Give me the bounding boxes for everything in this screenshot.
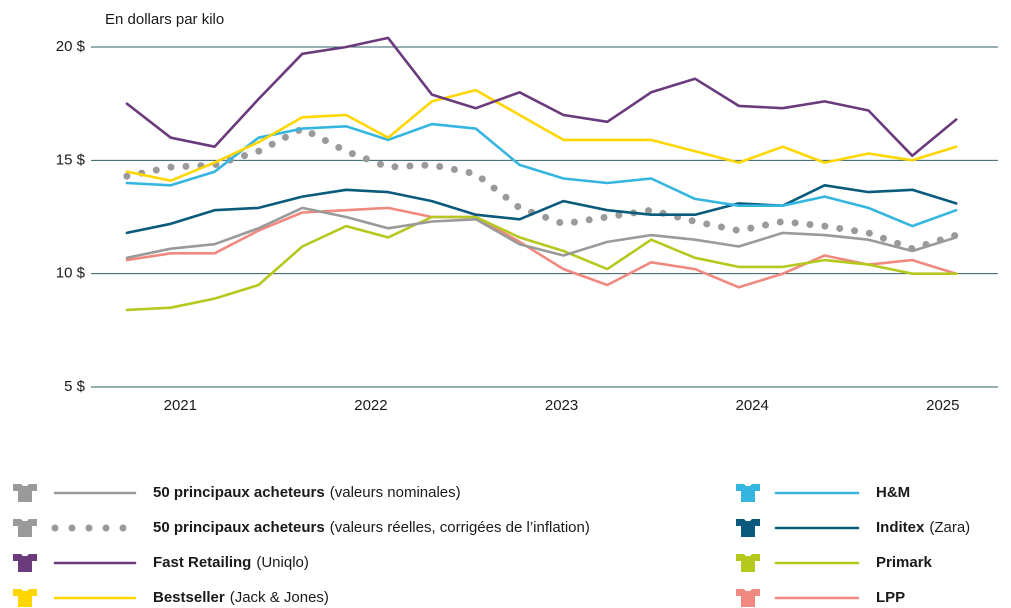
series-line	[125, 206, 958, 289]
legend-entry: H&M	[876, 484, 910, 501]
legend-entry: Inditex (Zara)	[876, 519, 970, 536]
y-tick-label: 10 $	[56, 265, 86, 282]
series-line	[125, 184, 958, 235]
legend-name: Fast Retailing	[153, 554, 251, 571]
legend-icon	[736, 554, 760, 572]
legend-icon	[13, 554, 37, 572]
legend-icon	[13, 484, 37, 502]
legend-icon	[736, 519, 760, 537]
legend-name: 50 principaux acheteurs	[153, 484, 325, 501]
x-tick-label: 2024	[736, 397, 769, 414]
series-line	[125, 36, 958, 158]
legend-name: Inditex	[876, 519, 925, 536]
x-tick-label: 2022	[354, 397, 387, 414]
y-tick-label: 20 $	[56, 38, 86, 55]
series-line	[125, 122, 958, 228]
legend-name: H&M	[876, 484, 910, 501]
legend-note: (valeurs nominales)	[330, 484, 461, 501]
y-axis-label: En dollars par kilo	[105, 11, 224, 28]
x-tick-label: 2023	[545, 397, 578, 414]
legend-note: (Zara)	[929, 519, 970, 536]
legend-entry: Fast Retailing (Uniqlo)	[153, 554, 309, 571]
legend-note: (Uniqlo)	[256, 554, 309, 571]
legend-icon	[13, 589, 37, 607]
y-tick-label: 5 $	[64, 378, 86, 395]
legend-name: Bestseller	[153, 589, 225, 606]
x-tick-label: 2025	[926, 397, 959, 414]
legend-entry: LPP	[876, 589, 905, 606]
legend-entry: Primark	[876, 554, 933, 571]
series-line	[125, 88, 958, 182]
legend-icon	[736, 589, 760, 607]
legend-name: 50 principaux acheteurs	[153, 519, 325, 536]
legend-entry: 50 principaux acheteurs (valeurs réelles,…	[153, 519, 590, 536]
y-tick-label: 15 $	[56, 151, 86, 168]
legend-entry: Bestseller (Jack & Jones)	[153, 589, 329, 606]
legend-note: (Jack & Jones)	[230, 589, 329, 606]
legend-name: Primark	[876, 554, 933, 571]
legend-entry: 50 principaux acheteurs (valeurs nominale…	[153, 484, 461, 501]
x-tick-label: 2021	[164, 397, 197, 414]
legend-name: LPP	[876, 589, 905, 606]
legend-note: (valeurs réelles, corrigées de l’inflati…	[330, 519, 590, 536]
series-line	[125, 215, 958, 312]
series-line	[125, 206, 958, 260]
legend-icon	[13, 519, 37, 537]
legend-icon	[736, 484, 760, 502]
